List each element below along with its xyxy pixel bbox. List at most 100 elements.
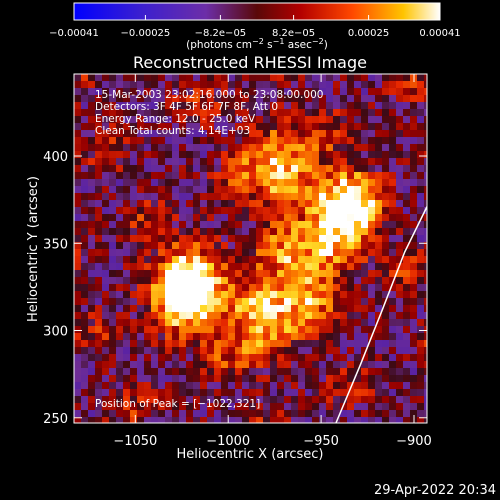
heatmap-cell	[165, 165, 173, 173]
heatmap-cell	[102, 361, 110, 369]
heatmap-cell	[333, 214, 341, 222]
heatmap-cell	[179, 88, 187, 96]
heatmap-cell	[249, 179, 257, 187]
heatmap-cell	[165, 207, 173, 215]
heatmap-cell	[361, 165, 369, 173]
heatmap-cell	[417, 207, 425, 215]
heatmap-cell	[186, 130, 194, 138]
heatmap-cell	[256, 193, 264, 201]
heatmap-cell	[368, 403, 376, 411]
heatmap-cell	[354, 81, 362, 89]
heatmap-cell	[326, 172, 334, 180]
heatmap-cell	[137, 221, 145, 229]
heatmap-cell	[88, 214, 96, 222]
heatmap-cell	[207, 249, 215, 257]
heatmap-cell	[277, 389, 285, 397]
heatmap-cell	[284, 312, 292, 320]
heatmap-cell	[207, 305, 215, 313]
heatmap-cell	[186, 116, 194, 124]
heatmap-cell	[270, 88, 278, 96]
heatmap-cell	[95, 109, 103, 117]
heatmap-cell	[326, 151, 334, 159]
heatmap-cell	[221, 200, 229, 208]
heatmap-cell	[284, 263, 292, 271]
heatmap-cell	[88, 242, 96, 250]
heatmap-cell	[109, 326, 117, 334]
heatmap-cell	[403, 354, 411, 362]
heatmap-cell	[242, 158, 250, 166]
heatmap-cell	[382, 130, 390, 138]
heatmap-cell	[193, 74, 201, 82]
heatmap-cell	[270, 284, 278, 292]
heatmap-cell	[305, 354, 313, 362]
heatmap-cell	[263, 137, 271, 145]
heatmap-cell	[109, 298, 117, 306]
heatmap-cell	[312, 284, 320, 292]
heatmap-cell	[242, 361, 250, 369]
heatmap-cell	[214, 95, 222, 103]
heatmap-cell	[158, 249, 166, 257]
heatmap-cell	[277, 116, 285, 124]
heatmap-cell	[235, 368, 243, 376]
heatmap-cell	[179, 130, 187, 138]
heatmap-cell	[319, 396, 327, 404]
heatmap-cell	[417, 326, 425, 334]
heatmap-cell	[263, 361, 271, 369]
heatmap-cell	[137, 200, 145, 208]
heatmap-cell	[424, 340, 427, 348]
heatmap-cell	[228, 340, 236, 348]
heatmap-cell	[424, 382, 427, 390]
heatmap-cell	[333, 200, 341, 208]
heatmap-cell	[179, 74, 187, 82]
heatmap-cell	[375, 144, 383, 152]
heatmap-cell	[403, 403, 411, 411]
heatmap-cell	[319, 368, 327, 376]
heatmap-cell	[109, 389, 117, 397]
heatmap-cell	[291, 109, 299, 117]
heatmap-cell	[95, 368, 103, 376]
heatmap-cell	[347, 284, 355, 292]
heatmap-cell	[326, 130, 334, 138]
heatmap-cell	[410, 361, 418, 369]
heatmap-cell	[74, 298, 82, 306]
heatmap-cell	[109, 74, 117, 82]
heatmap-cell	[221, 340, 229, 348]
heatmap-cell	[284, 81, 292, 89]
heatmap-cell	[291, 144, 299, 152]
heatmap-cell	[193, 389, 201, 397]
heatmap-cell	[109, 312, 117, 320]
heatmap-cell	[81, 193, 89, 201]
heatmap-cell	[249, 74, 257, 82]
heatmap-cell	[333, 249, 341, 257]
heatmap-cell	[361, 417, 369, 423]
heatmap-cell	[172, 214, 180, 222]
chart-title: Reconstructed RHESSI Image	[133, 53, 367, 72]
heatmap-cell	[340, 340, 348, 348]
heatmap-cell	[235, 172, 243, 180]
heatmap-cell	[319, 193, 327, 201]
heatmap-cell	[256, 207, 264, 215]
heatmap-cell	[249, 109, 257, 117]
heatmap-cell	[396, 270, 404, 278]
heatmap-cell	[298, 116, 306, 124]
heatmap-cell	[284, 130, 292, 138]
heatmap-cell	[326, 396, 334, 404]
heatmap-cell	[375, 235, 383, 243]
heatmap-cell	[396, 137, 404, 145]
heatmap-cell	[410, 319, 418, 327]
heatmap-cell	[263, 172, 271, 180]
heatmap-cell	[277, 361, 285, 369]
heatmap-cell	[235, 347, 243, 355]
heatmap-cell	[221, 242, 229, 250]
heatmap-cell	[305, 151, 313, 159]
heatmap-cell	[340, 172, 348, 180]
heatmap-cell	[417, 74, 425, 82]
heatmap-cell	[403, 298, 411, 306]
heatmap-cell	[74, 319, 82, 327]
heatmap-cell	[88, 298, 96, 306]
heatmap-cell	[81, 256, 89, 264]
heatmap-cell	[382, 256, 390, 264]
heatmap-cell	[312, 396, 320, 404]
heatmap-cell	[347, 116, 355, 124]
heatmap-cell	[242, 123, 250, 131]
